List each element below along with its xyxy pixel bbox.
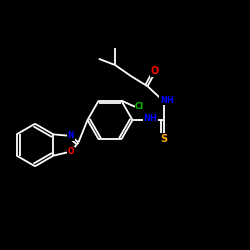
Text: N: N <box>68 132 74 140</box>
Text: O: O <box>151 66 159 76</box>
Text: NH: NH <box>144 114 158 123</box>
Text: O: O <box>68 147 74 156</box>
Text: NH: NH <box>160 96 174 105</box>
Text: S: S <box>160 134 167 144</box>
Text: Cl: Cl <box>135 102 144 111</box>
